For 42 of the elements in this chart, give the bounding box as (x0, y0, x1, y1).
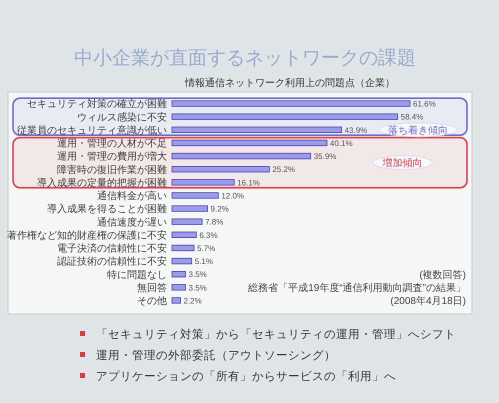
note: 総務省「平成19年度“通信利用動向調査”の結果」 (248, 282, 466, 294)
category-label: セキュリティ対策の確立が困難 (27, 99, 167, 110)
category-label: 認証技術の信頼性に不安 (57, 256, 167, 268)
value-label: 5.1% (194, 257, 213, 266)
note: (2008年4月18日) (390, 296, 466, 308)
value-label: 35.9% (314, 152, 336, 162)
title: 中小企業が直面するネットワークの課題 (74, 48, 416, 69)
category-label: 従業員のセキュリティ意識が低い (17, 125, 167, 136)
category-label: 通信料金が高い (97, 191, 167, 202)
note: (複数回答) (419, 270, 466, 281)
subtitle: 情報通信ネットワーク利用上の問題点（企業） (185, 78, 395, 89)
value-label: 7.8% (205, 218, 224, 227)
band-label: 落ち着き傾向 (388, 125, 448, 136)
value-label: 3.5% (188, 270, 207, 280)
value-label: 61.6% (413, 100, 436, 109)
category-label: ウィルス感染に不安 (77, 112, 167, 124)
value-label: 6.3% (199, 230, 218, 240)
value-label: 12.0% (221, 191, 244, 200)
category-label: 導入成果の定量的把握が困難 (37, 178, 167, 189)
value-label: 40.1% (330, 138, 353, 148)
category-label: 導入成果を得ることが困難 (47, 204, 167, 216)
category-label: 特に問題なし (107, 270, 167, 281)
value-label: 16.1% (237, 178, 260, 188)
value-label: 2.2% (184, 296, 202, 306)
value-label: 25.2% (272, 165, 296, 174)
value-label: 3.5% (188, 283, 207, 292)
category-label: 通信速度が遅い (97, 217, 167, 228)
category-label: 著作権など知的財産権の保護に不安 (7, 230, 167, 242)
bullet-text: アプリケーションの「所有」からサービスの「利用」へ (96, 371, 396, 383)
bullet-text: 「セキュリティ対策」から「セキュリティの運用・管理」へシフト (96, 329, 456, 341)
band-label: 増加傾向 (382, 158, 423, 170)
category-label: 障害時の復旧作業が困難 (57, 164, 167, 176)
category-label: その他 (137, 296, 167, 308)
bullet-text: 運用・管理の外部委託（アウトソーシング） (96, 350, 336, 362)
category-label: 電子決済の信頼性に不安 (57, 244, 167, 255)
category-label: 運用・管理の費用が増大 (57, 152, 167, 163)
value-label: 43.9% (344, 126, 368, 135)
value-label: 58.4% (400, 112, 424, 122)
category-label: 運用・管理の人材が不足 (57, 138, 167, 150)
value-label: 5.7% (197, 244, 216, 253)
value-label: 9.2% (210, 204, 229, 214)
category-label: 無回答 (137, 282, 167, 294)
